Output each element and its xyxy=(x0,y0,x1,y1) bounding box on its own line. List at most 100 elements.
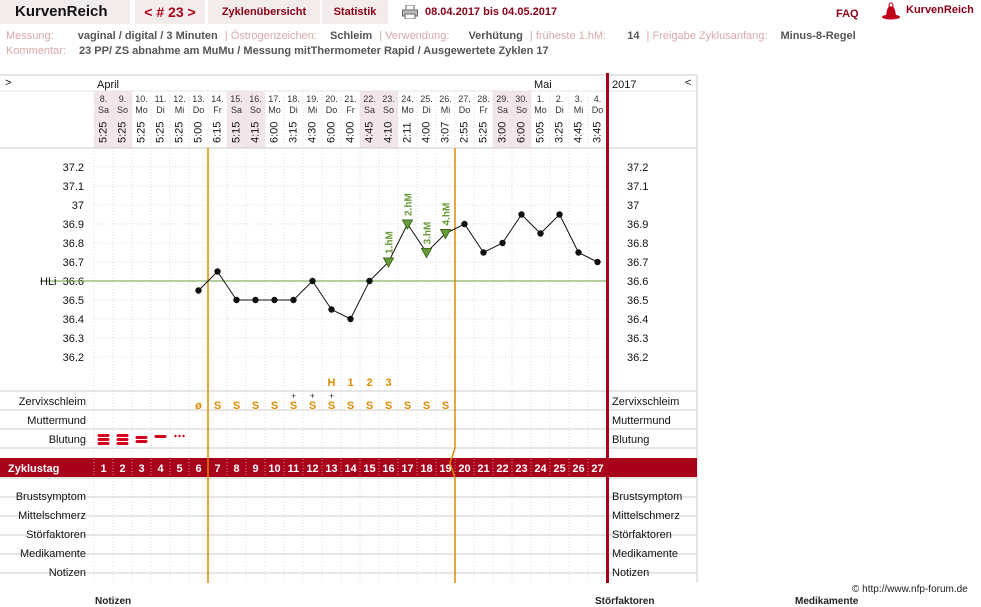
time-label: 5:25 xyxy=(136,122,148,143)
date-label: 9. xyxy=(119,94,127,104)
bleeding-bar xyxy=(97,438,110,441)
y-tick-left: 36.5 xyxy=(63,295,84,307)
date-label: 11. xyxy=(155,94,167,104)
zyklustag-band xyxy=(0,458,608,477)
y-tick-right: 36.7 xyxy=(627,257,648,269)
messung-value: vaginal / digital / 3 Minuten xyxy=(77,30,218,42)
date-label: 10. xyxy=(135,94,148,104)
time-label: 3:15 xyxy=(288,122,300,143)
row-label-zervix-right: Zervixschleim xyxy=(612,396,679,408)
logo-text[interactable]: KurvenReich xyxy=(906,4,974,16)
cycle-day-number: 9 xyxy=(252,463,258,475)
date-label: 15. xyxy=(230,94,243,104)
mucus-symbol: S xyxy=(309,400,316,412)
weekday-label: Do xyxy=(193,105,205,115)
date-label: 22. xyxy=(363,94,376,104)
tab-statistics[interactable]: Statistik xyxy=(322,0,388,24)
weekend-shade xyxy=(379,91,398,148)
time-label: 4:10 xyxy=(383,122,395,143)
row-label-stoer-right: Störfaktoren xyxy=(612,529,672,541)
date-label: 24. xyxy=(401,94,414,104)
mucus-symbol: S xyxy=(385,400,392,412)
frueheste-value: 14 xyxy=(627,30,640,42)
weekday-label: Mi xyxy=(175,105,185,115)
weekday-label: Do xyxy=(592,105,604,115)
cycle-day-number: 26 xyxy=(572,463,584,475)
weekend-shade xyxy=(512,91,531,148)
cycle-day-number: 25 xyxy=(553,463,565,475)
copyright-link[interactable]: © http://www.nfp-forum.de xyxy=(852,584,968,595)
y-tick-left: 36.6 xyxy=(63,276,84,288)
row-label-mittel-right: Mittelschmerz xyxy=(612,510,680,522)
y-tick-right: 36.9 xyxy=(627,219,648,231)
y-tick-left: 37 xyxy=(72,200,84,212)
cycle-navigator[interactable]: < # 23 > xyxy=(135,0,205,24)
faq-link[interactable]: FAQ xyxy=(836,8,859,20)
weekday-label: Di xyxy=(555,105,564,115)
temperature-point xyxy=(195,287,202,294)
weekday-label: Do xyxy=(459,105,471,115)
temperature-point xyxy=(252,296,259,304)
coverline-label: HLi xyxy=(40,276,57,288)
row-label-brust: Brustsymptom xyxy=(16,491,86,503)
higher-measurement-label: 2.hM xyxy=(404,193,415,216)
cycle-day-number: 13 xyxy=(325,463,337,475)
weekend-shade xyxy=(227,91,246,148)
weekday-label: Mi xyxy=(574,105,584,115)
cycle-day-number: 17 xyxy=(401,463,413,475)
evaluation-notch xyxy=(449,447,456,479)
y-tick-right: 36.8 xyxy=(627,238,648,250)
time-label: 5:25 xyxy=(174,122,186,143)
verwendung-value: Verhütung xyxy=(468,30,523,42)
time-label: 4:00 xyxy=(345,122,357,143)
row-label-notizen-right: Notizen xyxy=(612,567,649,579)
date-label: 27. xyxy=(458,94,471,104)
year-label: 2017 xyxy=(612,79,636,91)
expand-left-arrow: > xyxy=(5,77,11,89)
weekday-label: Fr xyxy=(213,105,222,115)
time-label: 2:11 xyxy=(402,122,414,143)
time-label: 4:45 xyxy=(364,122,376,143)
temperature-point xyxy=(328,306,335,313)
brand-title[interactable]: KurvenReich xyxy=(0,0,130,24)
row-label-muttermund-right: Muttermund xyxy=(612,415,671,427)
y-tick-right: 36.2 xyxy=(627,352,648,364)
cycle-day-number: 24 xyxy=(534,463,547,475)
cycle-day-number: 23 xyxy=(515,463,527,475)
date-label: 30. xyxy=(515,94,528,104)
time-label: 5:25 xyxy=(98,122,110,143)
time-label: 6:00 xyxy=(516,122,528,143)
y-tick-left: 36.3 xyxy=(63,333,84,345)
printer-icon[interactable] xyxy=(402,5,418,19)
row-label-brust-right: Brustsymptom xyxy=(612,491,682,503)
weekday-label: So xyxy=(250,105,261,115)
bleeding-bar xyxy=(135,440,148,443)
temperature-point xyxy=(309,277,316,285)
higher-measurement-marker xyxy=(420,248,433,259)
mucus-symbol: S xyxy=(271,400,278,412)
freigabe-value: Minus-8-Regel xyxy=(780,30,856,42)
weekday-label: Sa xyxy=(497,105,508,115)
mucus-symbol: S xyxy=(423,400,430,412)
row-label-muttermund: Muttermund xyxy=(27,415,86,427)
cycle-day-number: 20 xyxy=(458,463,470,475)
cycle-day-number: 15 xyxy=(363,463,375,475)
time-label: 5:05 xyxy=(535,122,547,143)
cycle-day-number: 18 xyxy=(420,463,432,475)
mucus-symbol: S xyxy=(214,400,221,412)
temperature-point xyxy=(290,296,297,304)
chart-right-divider xyxy=(606,73,609,583)
cycle-day-number: 21 xyxy=(477,463,489,475)
mucus-symbol: S xyxy=(366,400,373,412)
date-label: 20. xyxy=(325,94,338,104)
tab-cycle-overview[interactable]: Zyklenübersicht xyxy=(208,0,320,24)
time-label: 6:00 xyxy=(326,122,338,143)
date-label: 1. xyxy=(537,94,545,104)
time-label: 4:30 xyxy=(307,122,319,143)
weekday-label: Fr xyxy=(479,105,488,115)
time-label: 6:00 xyxy=(269,122,281,143)
weekend-shade xyxy=(360,91,379,148)
bleeding-bar xyxy=(154,435,167,438)
temperature-point xyxy=(461,220,468,228)
